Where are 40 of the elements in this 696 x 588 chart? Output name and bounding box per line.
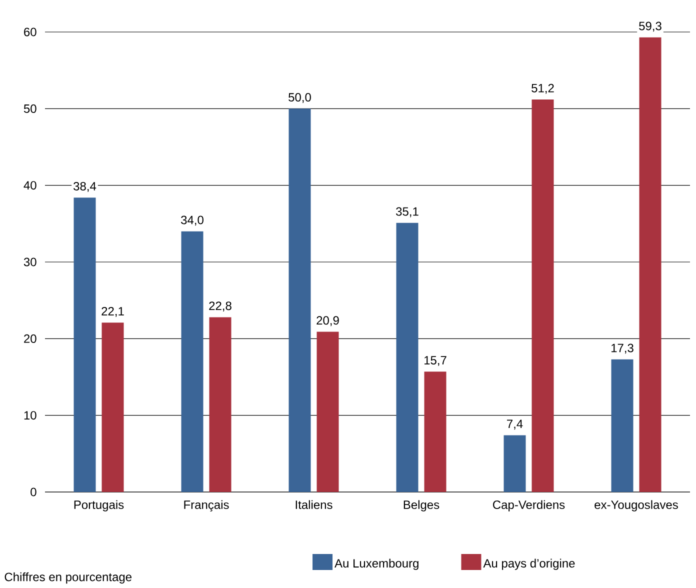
data-label: 20,9 — [316, 316, 339, 326]
bar — [181, 231, 204, 492]
data-label: 7,4 — [507, 420, 523, 430]
bar — [316, 332, 339, 492]
x-tick-label: Italiens — [296, 500, 332, 510]
data-label: 22,8 — [209, 302, 232, 312]
data-label: 22,1 — [102, 306, 124, 317]
bar — [611, 359, 634, 492]
bar — [288, 108, 311, 492]
y-tick-label: 10 — [24, 411, 36, 420]
y-tick-label: 50 — [24, 104, 36, 113]
data-label: 50,0 — [288, 93, 311, 103]
data-label: 15,7 — [424, 356, 446, 366]
x-tick-label: Cap-Verdiens — [493, 500, 565, 512]
bar — [532, 99, 554, 492]
y-tick-label: 40 — [24, 181, 36, 190]
x-tick-label: ex-Yougoslaves — [594, 500, 678, 512]
data-label: 17,3 — [612, 344, 634, 354]
bar — [396, 222, 418, 492]
legend-label: Au pays d’origine — [483, 558, 575, 570]
data-label: 38,4 — [74, 182, 96, 192]
bar — [102, 322, 124, 492]
bar — [424, 372, 446, 492]
y-tick-label: 20 — [24, 334, 36, 343]
x-tick-label: Portugais — [74, 500, 124, 512]
legend-label: Au Luxembourg — [334, 558, 418, 570]
y-tick-label: 60 — [24, 28, 36, 36]
bar — [74, 198, 96, 492]
data-label: 59,3 — [639, 22, 662, 32]
data-label: 34,0 — [181, 216, 204, 226]
text: Chiffres en pourcentage — [4, 572, 132, 584]
data-label: 35,1 — [396, 207, 418, 218]
y-tick-label: 0 — [30, 488, 36, 496]
bar — [639, 37, 662, 492]
bar — [209, 317, 232, 492]
data-label: 51,2 — [532, 84, 554, 94]
x-tick-label: Français — [184, 500, 229, 512]
x-tick-label: Belges — [404, 500, 440, 512]
bar — [504, 435, 526, 492]
y-tick-label: 30 — [24, 258, 36, 266]
